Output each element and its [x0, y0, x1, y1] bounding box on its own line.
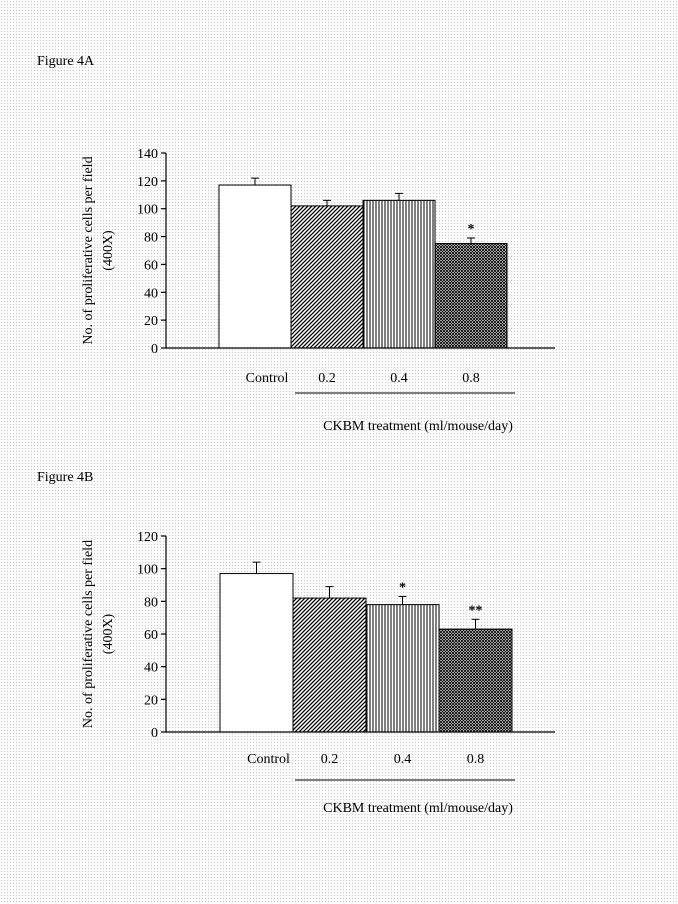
- y-tick-label: 0: [151, 342, 158, 357]
- y-tick-label: 0: [151, 726, 158, 741]
- figure-4b-label: Figure 4B: [37, 470, 94, 485]
- bar-0-8: [438, 628, 513, 733]
- bar-0-2: [292, 597, 367, 733]
- figure-4b-bar-chart: No. of proliferative cells per field (400…: [81, 530, 555, 816]
- y-tick-label: 140: [137, 147, 158, 162]
- x-category-label: 0.4: [390, 371, 408, 386]
- bar-0-2: [290, 205, 364, 349]
- y-tick-label: 100: [137, 563, 158, 578]
- bar-0-8: [434, 243, 508, 349]
- y-tick-label: 80: [144, 231, 158, 246]
- x-category-label: Control: [246, 371, 289, 386]
- y-tick-label: 120: [137, 175, 158, 190]
- y-tick-label: 60: [144, 258, 158, 273]
- y-tick-label: 20: [144, 693, 158, 708]
- y-axis-title-line1: No. of proliferative cells per field: [81, 540, 96, 728]
- y-tick-label: 120: [137, 530, 158, 545]
- x-axis-title: CKBM treatment (ml/mouse/day): [323, 419, 513, 434]
- y-axis-title-line1: No. of proliferative cells per field: [81, 156, 96, 344]
- x-category-label: 0.2: [321, 752, 339, 767]
- x-category-label: 0.4: [394, 752, 412, 767]
- significance-marker: *: [468, 222, 475, 237]
- x-category-label: 0.8: [462, 371, 480, 386]
- figure-4a-label: Figure 4A: [37, 54, 95, 69]
- x-category-label: Control: [247, 752, 290, 767]
- bar-0-4: [365, 604, 440, 733]
- y-tick-label: 80: [144, 595, 158, 610]
- bar-control: [218, 184, 292, 349]
- x-category-label: 0.2: [318, 371, 336, 386]
- significance-marker: **: [469, 603, 483, 618]
- y-tick-label: 20: [144, 314, 158, 329]
- bar-control: [219, 573, 294, 733]
- y-tick-label: 40: [144, 661, 158, 676]
- figure-4a-bar-chart: No. of proliferative cells per field (400…: [81, 147, 555, 434]
- significance-marker: *: [399, 580, 406, 595]
- bar-0-4: [362, 199, 436, 349]
- y-axis-title-line2: (400X): [101, 613, 116, 654]
- x-category-label: 0.8: [467, 752, 485, 767]
- y-axis-title-line2: (400X): [101, 230, 116, 271]
- y-tick-label: 40: [144, 286, 158, 301]
- y-tick-label: 100: [137, 203, 158, 218]
- x-axis-title: CKBM treatment (ml/mouse/day): [323, 801, 513, 816]
- y-tick-label: 60: [144, 628, 158, 643]
